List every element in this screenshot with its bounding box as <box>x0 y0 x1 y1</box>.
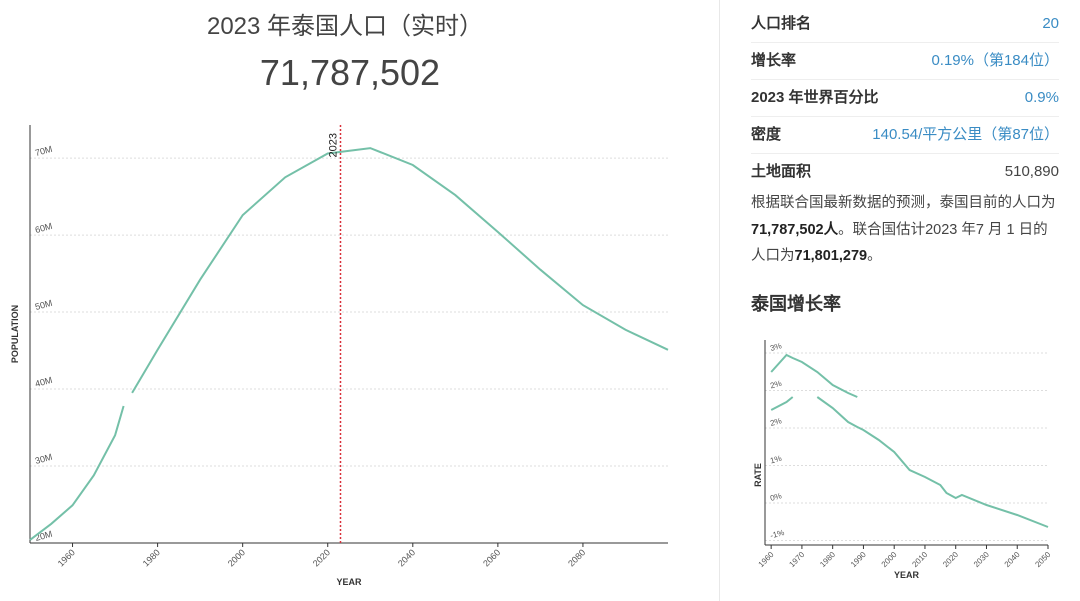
stat-row: 增长率 0.19%（第184位） <box>751 43 1059 80</box>
x-tick-label: 2040 <box>396 547 417 568</box>
y-tick-label: 3% <box>769 341 782 353</box>
y-tick-label: 1% <box>769 454 782 466</box>
x-tick-label: 2020 <box>311 547 332 568</box>
stat-row: 人口排名 20 <box>751 6 1059 43</box>
bold-text: 71,787,502人 <box>751 221 839 238</box>
stat-value: 140.54/平方公里（第87位） <box>872 126 1059 143</box>
x-tick-label: 2050 <box>1033 550 1052 569</box>
stat-row: 密度 140.54/平方公里（第87位） <box>751 117 1059 154</box>
bold-text: 71,801,279 <box>794 248 868 264</box>
y-tick-label: 50M <box>34 298 54 312</box>
y-axis-label: RATE <box>753 463 763 487</box>
x-tick-label: 1980 <box>141 547 162 568</box>
description: 根据联合国最新数据的预测，泰国目前的人口为 71,787,502人。联合国估计20… <box>751 190 1059 270</box>
subtitle: 泰国增长率 <box>751 293 841 314</box>
y-tick-label: 30M <box>34 452 54 466</box>
population-count: 71,787,502 <box>259 52 441 93</box>
stat-label: 土地面积 <box>751 163 812 180</box>
text: 根据联合国最新数据的预测，泰国目前的人口为 <box>751 195 1056 211</box>
x-tick-label: 2080 <box>566 547 587 568</box>
x-axis-label: YEAR <box>336 577 362 587</box>
x-tick-label: 1970 <box>787 550 806 569</box>
text: 。联合国估计2023 年7 月 1 日的人口为 <box>751 221 1048 265</box>
text: 。 <box>867 248 882 264</box>
y-tick-label: 40M <box>34 375 54 389</box>
y-tick-label: 60M <box>34 221 54 235</box>
stat-row: 土地面积 510,890 <box>751 154 1059 190</box>
x-tick-label: 1990 <box>849 550 868 569</box>
stat-label: 2023 年世界百分比 <box>751 89 879 106</box>
y-tick-label: -1% <box>769 528 785 540</box>
x-tick-label: 2030 <box>972 550 991 569</box>
page-title: 2023 年泰国人口（实时） <box>206 13 484 40</box>
x-tick-label: 2000 <box>226 547 247 568</box>
stat-value: 510,890 <box>1004 163 1059 180</box>
line-series <box>29 147 669 541</box>
x-tick-label: 2020 <box>941 550 960 569</box>
x-tick-label: 2000 <box>880 550 899 569</box>
y-tick-label: 0% <box>769 491 782 503</box>
line-series <box>770 353 858 398</box>
x-tick-label: 2040 <box>1003 550 1022 569</box>
y-tick-label: 2% <box>769 379 782 391</box>
y-tick-label: 2% <box>769 416 782 428</box>
x-tick-label: 1960 <box>56 547 77 568</box>
stat-label: 密度 <box>751 126 782 143</box>
x-tick-label: 1960 <box>757 550 776 569</box>
stats-table: 人口排名 20 增长率 0.19%（第184位） 2023 年世界百分比 0.9% 密度 14… <box>751 6 1059 190</box>
stat-label: 增长率 <box>751 52 797 69</box>
annotation-label: 2023 <box>327 133 339 157</box>
x-tick-label: 2060 <box>481 547 502 568</box>
side-panel: 人口排名 20 增长率 0.19%（第184位） 2023 年世界百分比 0.9% 密度 14… <box>751 6 1059 316</box>
line-series <box>770 396 1049 528</box>
y-tick-label: 70M <box>34 144 54 158</box>
x-axis-label: YEAR <box>894 570 920 580</box>
x-tick-label: 1980 <box>818 550 837 569</box>
divider <box>719 0 720 601</box>
stat-label: 人口排名 <box>751 15 812 32</box>
stat-value: 0.19%（第184位） <box>931 52 1059 69</box>
stat-row: 2023 年世界百分比 0.9% <box>751 80 1059 117</box>
stat-value: 20 <box>1042 15 1059 32</box>
y-axis-label: POPULATION <box>10 305 20 363</box>
x-tick-label: 2010 <box>910 550 929 569</box>
stat-value: 0.9% <box>1024 89 1059 106</box>
